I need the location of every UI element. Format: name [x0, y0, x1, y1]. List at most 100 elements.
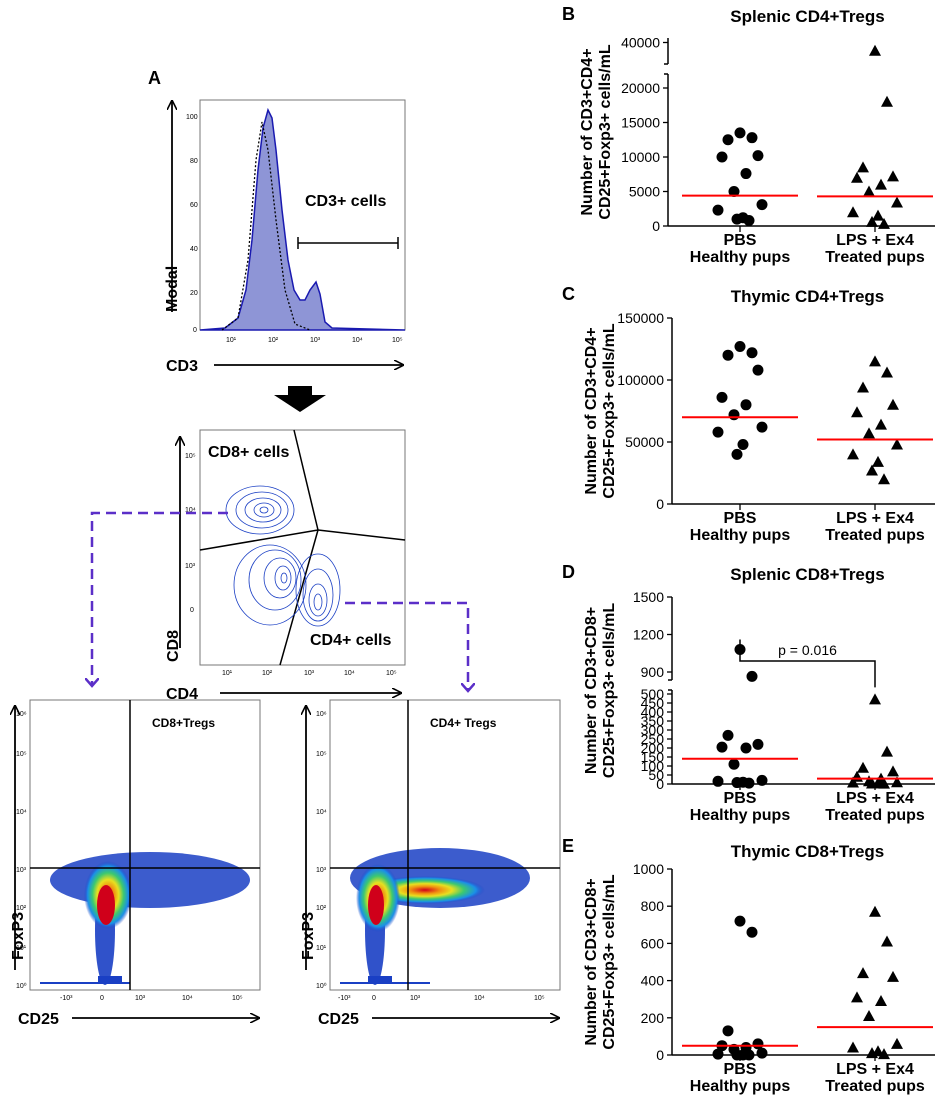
density-cd4-frame: [329, 699, 561, 991]
hist-ytick-0: 0: [193, 327, 197, 334]
d8-ytick-5: 10⁵: [16, 751, 27, 758]
p-value-annotation: p = 0.016: [778, 642, 837, 658]
data-point-triangle: [878, 217, 890, 229]
histogram-xticks: 10¹ 10² 10³ 10⁴ 10⁵: [226, 337, 403, 344]
data-point-triangle: [887, 398, 899, 410]
y-axis-label-line1: Number of CD3+CD8+: [583, 878, 600, 1045]
contour-xtick-1: 10¹: [222, 670, 233, 677]
contour-xticks: 10¹ 10² 10³ 10⁴ 10⁵: [222, 670, 397, 677]
density-cd8-title: CD8+Tregs: [152, 716, 215, 730]
data-point-triangle: [863, 1009, 875, 1021]
data-point-triangle: [857, 381, 869, 393]
contour-ytick-5: 10⁵: [185, 453, 196, 460]
d8-xtick-0: 0: [100, 995, 104, 1002]
data-point-circle: [734, 341, 746, 353]
panel-label: B: [562, 4, 575, 24]
data-point-circle: [756, 1047, 768, 1059]
data-point-triangle: [857, 161, 869, 173]
d8-xtick-neg: -10³: [60, 995, 73, 1002]
y-axis-label-line1: Number of CD3+CD4+: [583, 327, 600, 494]
hist-ytick-20: 20: [190, 290, 198, 297]
y-tick-label: 0: [656, 496, 664, 512]
y-tick-label: 300: [641, 722, 665, 738]
data-point-triangle: [847, 1041, 859, 1053]
d4-ytick-4: 10⁴: [316, 809, 327, 816]
data-point-circle: [716, 391, 728, 403]
y-tick-label: 150: [641, 749, 665, 765]
data-point-circle: [728, 186, 740, 197]
data-point-circle: [731, 213, 743, 225]
y-tick-label: 50: [648, 767, 664, 783]
d4-ytick-3: 10³: [316, 867, 327, 874]
data-point-triangle: [878, 1048, 890, 1060]
category-label-line1: LPS + Ex4: [836, 510, 914, 527]
chart-title: Thymic CD8+Tregs: [731, 842, 885, 861]
y-tick-label: 1500: [633, 589, 664, 605]
cd3-histogram: CD3+ cells 100 80 60 40 20 0 10¹ 10² 10³…: [164, 99, 406, 375]
data-point-circle: [746, 670, 758, 682]
panel-a: A CD3+ cells 100 80 60 40 20 0 10¹ 10² 1…: [10, 68, 561, 1028]
histogram-control: [221, 121, 311, 331]
category-label-line1: PBS: [724, 1061, 757, 1078]
d8-xtick-3: 10³: [135, 995, 146, 1002]
d4-ytick-5: 10⁵: [316, 751, 327, 758]
data-point-circle: [756, 421, 768, 433]
data-point-triangle: [887, 970, 899, 982]
data-point-circle: [752, 150, 764, 162]
data-point-circle: [756, 199, 768, 211]
gate-line-2: [199, 529, 319, 551]
y-tick-label: 20000: [621, 80, 660, 96]
scatter-panel-b: B Splenic CD4+Tregs Number of CD3+CD4+ CD25…: [562, 4, 935, 266]
data-point-triangle: [878, 473, 890, 485]
y-tick-label: 0: [652, 218, 660, 234]
category-label-line1: PBS: [724, 790, 757, 807]
category-label-line1: LPS + Ex4: [836, 790, 914, 807]
down-arrow-icon: [274, 386, 326, 412]
d8-ytick-3: 10³: [16, 867, 27, 874]
hist-ytick-100: 100: [186, 114, 198, 121]
data-point-circle: [712, 204, 724, 216]
y-tick-label: 400: [641, 704, 665, 720]
data-point-circle: [746, 926, 758, 938]
chart-title: Splenic CD8+Tregs: [730, 565, 884, 584]
d8-ytick-2: 10²: [16, 905, 27, 912]
density-cd4-points: [340, 848, 530, 985]
y-axis-label-line1: Number of CD3+CD4+: [579, 48, 596, 215]
data-point-circle: [716, 741, 728, 753]
panel-label: E: [562, 836, 574, 856]
category-label-line1: LPS + Ex4: [836, 232, 914, 249]
density-cd8-xlabel: CD25: [18, 1011, 59, 1028]
category-label-line2: Treated pups: [825, 249, 925, 266]
data-point-triangle: [891, 196, 903, 208]
contour-yticks: 10⁵ 10⁴ 10³ 0: [185, 453, 196, 614]
data-point-triangle: [869, 693, 881, 705]
data-point-triangle: [851, 171, 863, 183]
y-tick-label: 0: [656, 776, 664, 792]
data-point-triangle: [875, 995, 887, 1007]
contour-ytick-4: 10⁴: [185, 507, 196, 514]
density-cd8-yticks: 10⁶ 10⁵ 10⁴ 10³ 10² 10¹ 10⁰: [16, 711, 27, 990]
y-tick-label: 150000: [617, 310, 664, 326]
data-point-triangle: [881, 745, 893, 757]
hist-xtick-5: 10⁵: [392, 337, 403, 344]
data-point-circle: [746, 347, 758, 359]
density-cd4-yticks: 10⁶ 10⁵ 10⁴ 10³ 10² 10¹ 10⁰: [316, 711, 327, 990]
y-tick-label: 1000: [633, 861, 664, 877]
d4-ytick-6: 10⁶: [316, 711, 327, 718]
y-tick-label: 200: [641, 1010, 665, 1026]
data-point-triangle: [847, 776, 859, 788]
data-point-triangle: [875, 418, 887, 430]
y-tick-label: 40000: [621, 35, 660, 51]
d4-xtick-neg: -10³: [338, 995, 351, 1002]
data-point-circle: [731, 448, 743, 460]
data-point-triangle: [866, 464, 878, 476]
density-cd8-ylabel: FoxP3: [10, 912, 27, 960]
data-point-triangle: [866, 215, 878, 227]
data-point-circle: [752, 364, 764, 376]
data-point-triangle: [869, 44, 881, 56]
contour-xtick-4: 10⁴: [344, 670, 355, 677]
data-point-triangle: [891, 776, 903, 788]
cd4-gate-connector: [345, 601, 468, 690]
y-axis-label-line2: CD25+Foxp3+ cells/mL: [601, 603, 618, 778]
